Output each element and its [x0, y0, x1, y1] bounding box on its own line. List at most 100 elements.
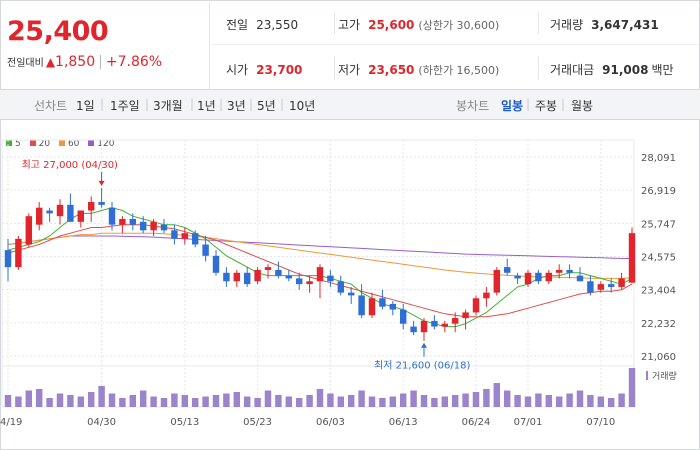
legend-label: 60: [67, 139, 80, 149]
candle-up: [451, 318, 459, 324]
prev-close: 전일 23,550: [226, 16, 298, 33]
candle-up: [555, 269, 563, 273]
stat-divider: [334, 12, 335, 34]
volume-bar: [87, 392, 95, 407]
lower-limit: (하한가 16,500): [418, 64, 500, 77]
period-10y[interactable]: 10년: [289, 99, 316, 113]
legend-ma60: 60: [58, 139, 80, 149]
volume-bar: [285, 396, 293, 407]
candle-chart-title: 봉차트: [456, 99, 490, 113]
candle-down: [295, 278, 303, 285]
stat-divider: [538, 57, 539, 79]
volume-bar: [77, 396, 85, 407]
candle-down: [275, 269, 282, 276]
candle-down: [98, 202, 105, 205]
volume-bar: [202, 396, 209, 407]
period-3m[interactable]: 3개월: [153, 99, 183, 113]
candle-up: [483, 292, 490, 299]
candle-up: [35, 207, 43, 225]
candle-monthly[interactable]: 월봉: [571, 99, 594, 113]
high-price: 고가 25,600 (상한가 30,600): [338, 16, 499, 33]
up-triangle-icon: ▲: [45, 55, 56, 69]
candle-up: [264, 267, 272, 270]
price-chart: 5 20 60 120 28,091 26,919 25,747 24,575 23,4…: [0, 120, 700, 450]
y-tick-label: 25,747: [641, 219, 676, 230]
y-tick-label: 26,919: [641, 186, 676, 197]
volume-bar: [15, 396, 22, 407]
low-annotation: 최저 21,600 (06/18): [374, 360, 470, 372]
volume-bar: [46, 398, 53, 407]
candle-down: [243, 272, 251, 285]
legend-ma20: 20: [29, 139, 50, 149]
volume-bar: [243, 396, 251, 407]
candle-up: [181, 233, 189, 239]
candle-up: [306, 281, 313, 285]
candle-up: [87, 202, 95, 211]
change-row: 전일대비 ▲1,850 | +7.86%: [7, 54, 162, 70]
volume-bar: [420, 395, 428, 407]
volume-bar: [399, 393, 407, 407]
volume-bar: [514, 395, 521, 407]
volume-bar: [347, 395, 355, 407]
low-price: 저가 23,650 (하한가 16,500): [338, 61, 499, 78]
volume-bar: [223, 393, 230, 407]
toolbar-separator: |: [100, 97, 105, 111]
candle-up: [524, 272, 532, 285]
volume-bar: [628, 368, 636, 407]
toolbar-separator: |: [249, 97, 254, 111]
candle-down: [535, 272, 542, 282]
volume-bar: [503, 390, 511, 407]
volume-bar: [555, 396, 563, 407]
volume-bar: [535, 393, 542, 407]
candle-up: [597, 284, 605, 290]
candle-up: [628, 233, 636, 283]
low-value: 23,650: [368, 63, 415, 77]
volume-value: 3,647,431: [591, 18, 659, 32]
change-label: 전일대비: [7, 58, 44, 69]
candle-down: [410, 326, 417, 333]
volume-bar: [67, 395, 74, 407]
volume-bar: [306, 395, 313, 407]
period-1d[interactable]: 1일: [76, 99, 95, 113]
candle-up: [545, 272, 553, 282]
x-tick-label: 07/01: [514, 417, 543, 428]
candle-up: [254, 269, 261, 282]
volume-bar: [483, 389, 490, 407]
candle-up: [441, 323, 449, 327]
period-1y[interactable]: 1년: [197, 99, 216, 113]
y-tick-label: 21,060: [641, 352, 676, 363]
volume-label: 거래량: [550, 18, 584, 32]
volume-bar: [160, 398, 168, 407]
volume-bar: [524, 396, 532, 407]
candle-up: [493, 269, 501, 293]
prev-close-value: 23,550: [256, 18, 299, 32]
change-amount: 1,850: [55, 54, 96, 70]
candle-daily[interactable]: 일봉: [501, 99, 524, 113]
chart-canvas[interactable]: 28,091 26,919 25,747 24,575 23,404 22,232 21,0…: [0, 120, 700, 450]
toolbar-separator: |: [280, 97, 285, 111]
volume-bar: [358, 390, 365, 407]
candle-down: [389, 303, 397, 310]
y-tick-label: 28,091: [641, 153, 676, 164]
candle-up: [15, 238, 22, 268]
toolbar-separator: |: [145, 97, 150, 111]
x-tick-label: 07/10: [586, 417, 615, 428]
legend-swatch: [29, 140, 36, 146]
volume-bar: [410, 390, 417, 407]
ma-legend: 5 20 60 120: [6, 139, 120, 149]
low-arrow-head: [421, 342, 427, 348]
candle-down: [67, 204, 74, 222]
candle-up: [150, 221, 157, 231]
period-1w[interactable]: 1주일: [110, 99, 140, 113]
period-3y[interactable]: 3년: [227, 99, 246, 113]
candle-weekly[interactable]: 주봉: [535, 99, 558, 113]
period-5y[interactable]: 5년: [257, 99, 276, 113]
x-tick-label: 04/30: [87, 417, 116, 428]
stat-divider: [538, 12, 539, 34]
candle-up: [420, 320, 428, 333]
candle-up: [233, 272, 241, 282]
toolbar-separator: |: [561, 97, 566, 111]
stat-row-divider: [211, 44, 699, 45]
candle-down: [285, 275, 293, 279]
volume-bar: [295, 398, 303, 407]
